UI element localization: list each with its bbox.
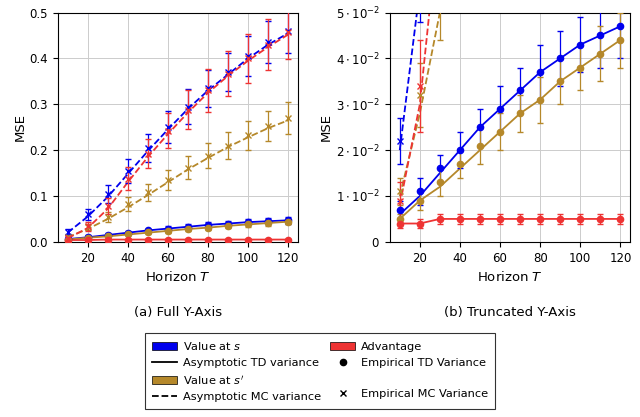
X-axis label: Horizon $T$: Horizon $T$ — [145, 270, 211, 284]
Text: (b) Truncated Y-Axis: (b) Truncated Y-Axis — [444, 306, 576, 319]
Y-axis label: MSE: MSE — [320, 113, 333, 141]
Legend: Value at $s$, Asymptotic TD variance, Value at $s'$, Asymptotic MC variance, Adv: Value at $s$, Asymptotic TD variance, Va… — [145, 334, 495, 409]
Text: (a) Full Y-Axis: (a) Full Y-Axis — [134, 306, 222, 319]
X-axis label: Horizon $T$: Horizon $T$ — [477, 270, 543, 284]
Y-axis label: MSE: MSE — [13, 113, 26, 141]
